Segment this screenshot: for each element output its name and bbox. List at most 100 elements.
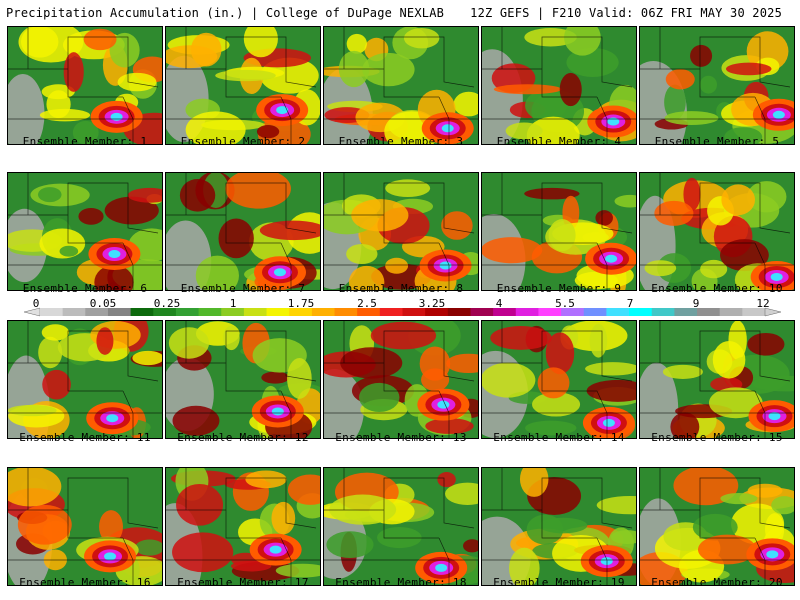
state-boundaries — [166, 27, 320, 144]
valid-time: 12Z GEFS | F210 Valid: 06Z FRI MAY 30 20… — [470, 6, 782, 20]
colorbar-tick-label: 0.05 — [89, 297, 117, 310]
colorbar-swatch — [629, 308, 653, 316]
product-title: Precipitation Accumulation (in.) | Colle… — [6, 6, 445, 20]
state-boundaries — [640, 468, 794, 585]
state-boundaries — [324, 173, 478, 290]
precip-field — [482, 27, 636, 144]
member-caption: Ensemble Member: 19 — [493, 576, 625, 589]
colorbar-swatch — [583, 308, 607, 316]
colorbar-swatch — [130, 308, 154, 316]
colorbar-swatch — [289, 308, 313, 316]
ensemble-map-16 — [7, 467, 163, 586]
precip-field — [8, 173, 162, 290]
ensemble-map-4 — [481, 26, 637, 145]
colorbar-swatch — [697, 308, 721, 316]
colorbar-swatch — [85, 308, 109, 316]
colorbar-swatch — [493, 308, 517, 316]
colorbar-swatch — [357, 308, 381, 316]
ensemble-map-11 — [7, 320, 163, 439]
colorbar-swatch — [538, 308, 562, 316]
precip-field — [482, 468, 636, 585]
colorbar-swatch — [334, 308, 358, 316]
colorbar-swatch — [175, 308, 200, 316]
state-boundaries — [324, 321, 478, 438]
member-caption: Ensemble Member: 7 — [180, 282, 306, 295]
state-boundaries — [166, 173, 320, 290]
colorbar-tick-label: 2.5 — [357, 297, 377, 310]
precip-field — [8, 468, 162, 585]
precip-field — [166, 321, 320, 438]
member-caption: Ensemble Member: 2 — [180, 135, 306, 148]
precip-field — [640, 27, 794, 144]
state-boundaries — [324, 27, 478, 144]
ensemble-map-7 — [165, 172, 321, 291]
member-caption: Ensemble Member: 18 — [335, 576, 467, 589]
colorbar-swatch — [62, 308, 86, 316]
precip-field — [166, 468, 320, 585]
colorbar-swatch — [311, 308, 336, 316]
member-caption: Ensemble Member: 3 — [338, 135, 464, 148]
ensemble-map-8 — [323, 172, 479, 291]
precip-field — [324, 27, 478, 144]
precip-field — [166, 173, 320, 290]
colorbar-tick-label: 0 — [32, 297, 40, 310]
state-boundaries — [8, 321, 162, 438]
colorbar-tick-label: 4 — [495, 297, 503, 310]
colorbar-tick-label: 1 — [229, 297, 237, 310]
precip-field — [324, 468, 478, 585]
ensemble-map-12 — [165, 320, 321, 439]
colorbar-tick-label: 3.25 — [418, 297, 446, 310]
colorbar-swatch — [447, 308, 471, 316]
state-boundaries — [8, 173, 162, 290]
precip-field — [324, 173, 478, 290]
precip-field — [324, 321, 478, 438]
ensemble-map-9 — [481, 172, 637, 291]
precip-field — [8, 321, 162, 438]
ensemble-map-6 — [7, 172, 163, 291]
colorbar-tick-label: 5.5 — [555, 297, 575, 310]
colorbar-swatch — [515, 308, 539, 316]
colorbar-max-arrow — [764, 307, 782, 317]
colorbar-swatch — [742, 308, 766, 316]
colorbar-tick-label: 0.25 — [153, 297, 181, 310]
ensemble-map-19 — [481, 467, 637, 586]
state-boundaries — [640, 27, 794, 144]
ensemble-map-17 — [165, 467, 321, 586]
member-caption: Ensemble Member: 14 — [493, 431, 625, 444]
colorbar-swatch — [40, 308, 64, 316]
member-caption: Ensemble Member: 5 — [654, 135, 780, 148]
state-boundaries — [640, 321, 794, 438]
precip-field — [166, 27, 320, 144]
ensemble-map-18 — [323, 467, 479, 586]
state-boundaries — [166, 468, 320, 585]
ensemble-map-2 — [165, 26, 321, 145]
state-boundaries — [482, 27, 636, 144]
ensemble-map-13 — [323, 320, 479, 439]
member-caption: Ensemble Member: 10 — [651, 282, 783, 295]
precip-field — [640, 321, 794, 438]
member-caption: Ensemble Member: 9 — [496, 282, 622, 295]
state-boundaries — [8, 468, 162, 585]
member-caption: Ensemble Member: 8 — [338, 282, 464, 295]
colorbar-swatch — [379, 308, 403, 316]
member-caption: Ensemble Member: 6 — [22, 282, 148, 295]
colorbar-swatch — [153, 308, 177, 316]
colorbar-swatch — [470, 308, 494, 316]
ensemble-map-5 — [639, 26, 795, 145]
member-caption: Ensemble Member: 17 — [177, 576, 309, 589]
ensemble-map-3 — [323, 26, 479, 145]
member-caption: Ensemble Member: 11 — [19, 431, 151, 444]
precip-field — [482, 321, 636, 438]
state-boundaries — [482, 468, 636, 585]
ensemble-map-20 — [639, 467, 795, 586]
state-boundaries — [482, 173, 636, 290]
member-caption: Ensemble Member: 16 — [19, 576, 151, 589]
colorbar-swatch — [266, 308, 290, 316]
colorbar-tick-label: 1.75 — [287, 297, 315, 310]
member-caption: Ensemble Member: 1 — [22, 135, 148, 148]
state-boundaries — [324, 468, 478, 585]
precip-field — [8, 27, 162, 144]
colorbar-swatch — [243, 308, 268, 316]
colorbar-swatch — [221, 308, 245, 316]
ensemble-map-1 — [7, 26, 163, 145]
